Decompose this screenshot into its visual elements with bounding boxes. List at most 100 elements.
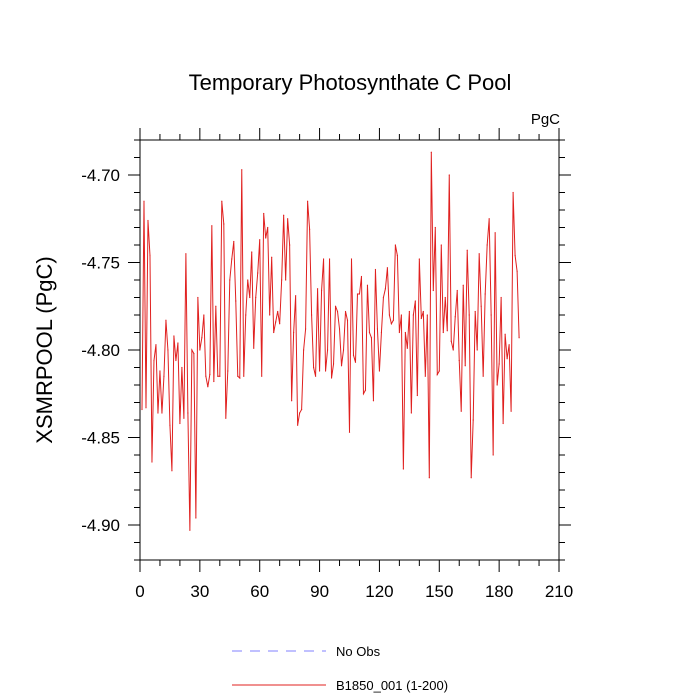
data-point — [380, 331, 383, 334]
data-point — [213, 380, 215, 383]
data-point — [442, 331, 444, 334]
data-point — [400, 314, 402, 316]
data-point — [518, 337, 520, 339]
data-point — [460, 410, 462, 412]
y-axis-label: XSMRPOOL (PgC) — [32, 256, 57, 443]
x-tick-label: 0 — [135, 582, 144, 601]
data-point — [231, 258, 233, 260]
data-point — [281, 279, 283, 281]
data-point — [263, 212, 265, 215]
x-tick-labels: 0 30 60 90 120 150 180 210 — [135, 582, 573, 601]
data-point — [297, 424, 299, 426]
data-point — [336, 310, 339, 313]
data-point — [241, 169, 243, 171]
data-point — [219, 375, 221, 377]
data-point — [299, 412, 301, 414]
data-point — [354, 361, 357, 363]
data-point — [340, 365, 343, 367]
data-point — [424, 375, 426, 377]
data-point — [165, 319, 167, 321]
data-point — [199, 349, 201, 351]
y-tick-labels: -4.70 -4.75 -4.80 -4.85 -4.90 — [81, 166, 120, 535]
data-point — [175, 359, 177, 362]
units-label: PgC — [531, 111, 560, 128]
y-tick-label: -4.70 — [81, 166, 120, 185]
data-point — [422, 310, 424, 313]
data-point — [233, 240, 235, 243]
data-point — [239, 377, 241, 379]
data-point — [247, 279, 249, 281]
data-point — [157, 412, 159, 414]
data-point — [147, 219, 149, 222]
data-point — [444, 296, 446, 299]
data-point — [191, 349, 193, 351]
x-tick-label: 150 — [425, 582, 453, 601]
data-point — [161, 412, 163, 414]
data-point — [203, 314, 205, 316]
data-point — [500, 296, 502, 299]
data-point — [215, 305, 217, 307]
data-point — [396, 254, 398, 257]
data-point — [438, 370, 440, 372]
data-point — [454, 316, 456, 318]
data-point — [141, 408, 143, 411]
data-point — [440, 244, 442, 246]
data-point — [255, 296, 257, 299]
data-point — [472, 419, 474, 421]
x-tick-label: 120 — [365, 582, 393, 601]
data-point — [187, 412, 189, 414]
data-point — [506, 358, 508, 360]
axis-ticks — [128, 128, 571, 572]
data-point — [402, 468, 404, 470]
data-point — [183, 417, 185, 419]
data-point — [408, 310, 410, 313]
data-point — [197, 296, 199, 299]
data-point — [376, 328, 379, 330]
data-point — [362, 393, 365, 395]
data-point — [514, 254, 516, 257]
x-tick-label: 210 — [545, 582, 573, 601]
data-point — [287, 218, 289, 220]
data-point — [267, 226, 269, 229]
data-point — [358, 293, 361, 295]
data-point — [366, 284, 369, 286]
data-point — [466, 249, 468, 251]
data-point — [364, 389, 367, 391]
data-point — [498, 363, 500, 365]
data-point — [237, 375, 239, 377]
x-tick-label: 60 — [250, 582, 269, 601]
data-point — [279, 323, 281, 325]
data-point — [259, 239, 261, 241]
data-point — [382, 296, 385, 299]
data-point — [462, 284, 464, 286]
data-point — [229, 279, 231, 281]
data-point — [478, 253, 480, 255]
data-point — [312, 366, 315, 369]
data-point — [243, 375, 245, 377]
data-point — [310, 314, 313, 316]
data-point — [153, 359, 155, 362]
x-tick-label: 90 — [310, 582, 329, 601]
data-point — [322, 258, 325, 260]
data-point — [334, 305, 337, 307]
data-point — [265, 237, 267, 239]
data-point — [406, 347, 408, 349]
data-point — [342, 349, 345, 351]
data-point — [155, 344, 157, 346]
data-point — [490, 314, 492, 316]
data-point — [251, 251, 253, 253]
data-point — [370, 337, 373, 339]
data-point — [295, 295, 297, 297]
data-point — [320, 289, 323, 292]
data-point — [249, 296, 251, 299]
data-point — [318, 370, 321, 372]
y-tick-label: -4.80 — [81, 341, 120, 360]
data-point — [508, 344, 510, 346]
data-point — [211, 225, 213, 227]
y-tick-label: -4.90 — [81, 516, 120, 535]
data-point — [432, 289, 434, 292]
data-point — [452, 349, 454, 351]
data-point — [145, 407, 147, 409]
data-point — [245, 314, 247, 316]
